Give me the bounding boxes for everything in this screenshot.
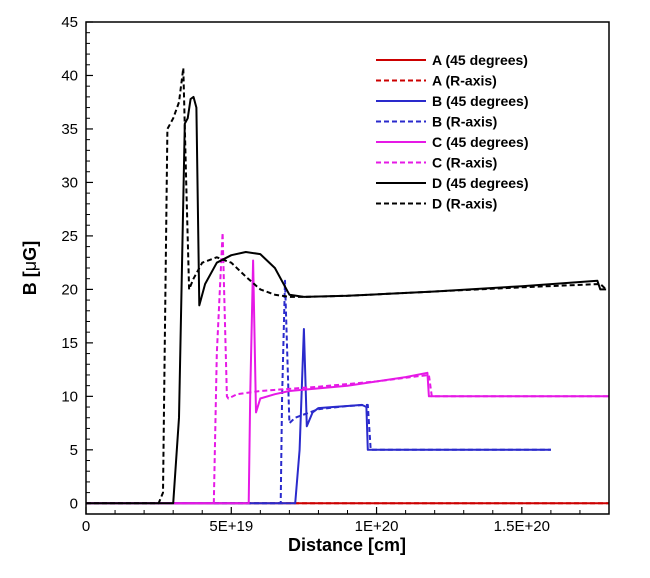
y-tick-label: 15 — [61, 335, 78, 352]
y-tick-label: 20 — [61, 281, 78, 298]
y-axis-title: B [μG] — [20, 241, 40, 295]
y-tick-label: 5 — [70, 442, 78, 459]
legend-label-a-45-degrees: A (45 degrees) — [432, 52, 528, 68]
y-axis-title-mu: μ — [20, 261, 40, 271]
tick-layer: 0 5E+19 1E+20 1.5E+20 0 5 10 15 20 25 30 35 40 45 — [61, 14, 610, 535]
x-tick-label: 1.5E+20 — [494, 518, 550, 535]
y-tick-label: 30 — [61, 174, 78, 191]
y-tick-label: 45 — [61, 14, 78, 31]
series-layer — [86, 67, 609, 505]
x-tick-label: 1E+20 — [355, 518, 399, 535]
legend-label-d-45-degrees: D (45 degrees) — [432, 175, 528, 191]
y-axis-title-suffix: G] — [20, 241, 40, 261]
y-tick-label: 25 — [61, 228, 78, 245]
series-line-c-45-degrees — [86, 259, 609, 505]
legend-label-c-r-axis: C (R-axis) — [432, 155, 497, 171]
series-line-b-r-axis — [86, 279, 551, 505]
x-tick-label: 0 — [82, 518, 90, 535]
legend-label-b-r-axis: B (R-axis) — [432, 114, 497, 130]
legend: A (45 degrees) A (R-axis) B (45 degrees) B … — [376, 52, 528, 212]
y-tick-label: 40 — [61, 67, 78, 84]
x-tick-label: 5E+19 — [209, 518, 253, 535]
legend-label-a-r-axis: A (R-axis) — [432, 73, 497, 89]
series-line-b-45-degrees — [86, 328, 551, 505]
y-tick-label: 0 — [70, 495, 78, 512]
y-axis-title-prefix: B [ — [20, 271, 40, 295]
y-tick-label: 10 — [61, 388, 78, 405]
legend-label-d-r-axis: D (R-axis) — [432, 196, 497, 212]
series-line-d-r-axis — [86, 67, 607, 505]
legend-label-b-45-degrees: B (45 degrees) — [432, 93, 528, 109]
y-tick-label: 35 — [61, 121, 78, 138]
series-line-d-45-degrees — [86, 95, 607, 505]
x-axis-title: Distance [cm] — [288, 535, 406, 555]
legend-label-c-45-degrees: C (45 degrees) — [432, 134, 528, 150]
series-line-c-r-axis — [86, 231, 609, 505]
